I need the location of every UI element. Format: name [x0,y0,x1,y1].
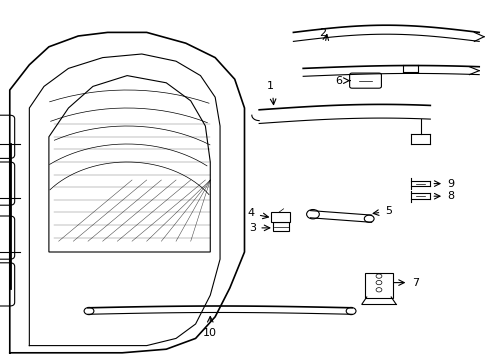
FancyBboxPatch shape [365,273,392,298]
Text: 2: 2 [319,28,325,38]
Text: 10: 10 [203,328,217,338]
FancyBboxPatch shape [271,212,290,222]
Text: 6: 6 [335,76,342,86]
Text: 9: 9 [447,179,454,189]
FancyBboxPatch shape [0,263,15,306]
Text: 8: 8 [447,191,454,201]
Text: 1: 1 [266,81,273,91]
FancyBboxPatch shape [0,162,15,205]
FancyBboxPatch shape [0,115,15,158]
Text: 3: 3 [248,223,255,233]
FancyBboxPatch shape [272,222,289,231]
FancyBboxPatch shape [0,216,15,259]
Text: 5: 5 [385,206,391,216]
Text: 4: 4 [246,208,254,219]
FancyBboxPatch shape [349,73,381,88]
Text: 7: 7 [411,278,419,288]
